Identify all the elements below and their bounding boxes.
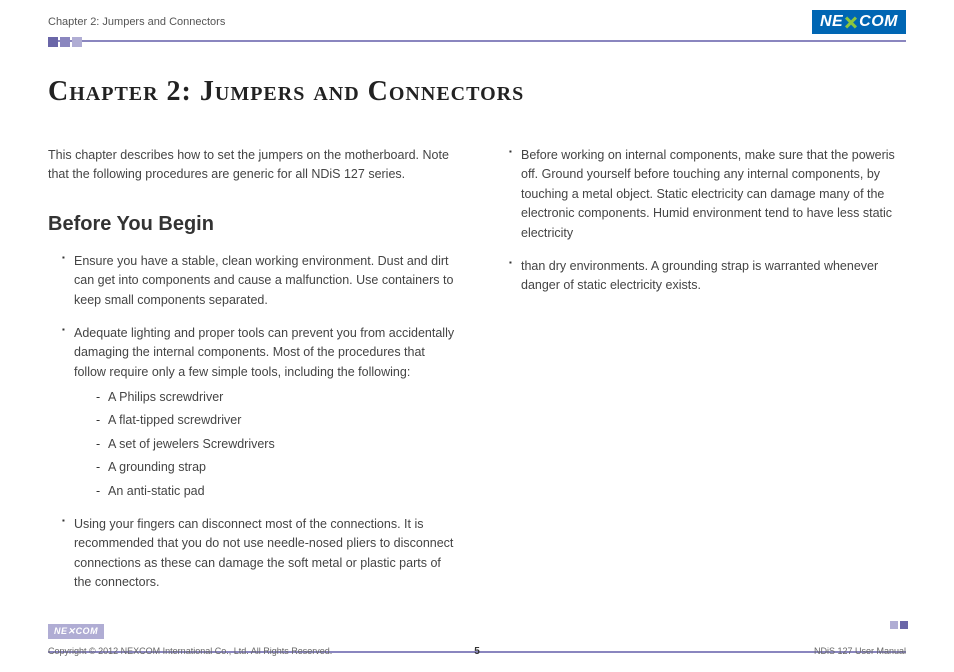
logo-box: NE COM xyxy=(812,10,906,34)
intro-paragraph: This chapter describes how to set the ju… xyxy=(48,146,459,185)
header-chapter-label: Chapter 2: Jumpers and Connectors xyxy=(48,16,225,28)
footer-logo-right: COM xyxy=(76,626,99,636)
footer-mark-2 xyxy=(900,621,908,629)
footer-logo: NE✕COM xyxy=(48,624,104,639)
footer-accent-marks xyxy=(890,621,908,629)
right-column: Before working on internal components, m… xyxy=(495,146,906,606)
logo-x-icon xyxy=(844,15,858,29)
manual-name: NDiS 127 User Manual xyxy=(814,646,906,656)
square-3 xyxy=(72,37,82,47)
section-title: Before You Begin xyxy=(48,209,459,240)
bullet-item: Using your fingers can disconnect most o… xyxy=(62,515,459,593)
left-column: This chapter describes how to set the ju… xyxy=(48,146,459,606)
dash-item: A Philips screwdriver xyxy=(96,388,459,407)
dash-item: An anti-static pad xyxy=(96,482,459,501)
bullet-item: Ensure you have a stable, clean working … xyxy=(62,252,459,310)
page-content: Chapter 2: Jumpers and Connectors This c… xyxy=(0,48,954,606)
page-footer: NE✕COM Copyright © 2012 NEXCOM Internati… xyxy=(48,633,906,656)
bullet-item: Before working on internal components, m… xyxy=(509,146,906,243)
dash-item: A set of jewelers Screwdrivers xyxy=(96,435,459,454)
copyright-text: Copyright © 2012 NEXCOM International Co… xyxy=(48,646,332,656)
bullet-item: than dry environments. A grounding strap… xyxy=(509,257,906,296)
dash-item: A grounding strap xyxy=(96,458,459,477)
square-2 xyxy=(60,37,70,47)
accent-squares xyxy=(48,37,954,47)
bullet-lead: Adequate lighting and proper tools can p… xyxy=(74,326,454,379)
nexcom-logo: NE COM xyxy=(812,10,906,34)
page-number: 5 xyxy=(474,646,480,657)
page-header: Chapter 2: Jumpers and Connectors NE COM xyxy=(0,0,954,40)
footer-mark-1 xyxy=(890,621,898,629)
right-bullet-list: Before working on internal components, m… xyxy=(495,146,906,296)
left-bullet-list: Ensure you have a stable, clean working … xyxy=(48,252,459,593)
footer-line: Copyright © 2012 NEXCOM International Co… xyxy=(48,646,906,656)
bullet-item: Adequate lighting and proper tools can p… xyxy=(62,324,459,501)
logo-text-left: NE xyxy=(820,13,843,31)
footer-x-icon: ✕ xyxy=(68,626,76,636)
footer-logo-left: NE xyxy=(54,626,68,636)
dash-item: A flat-tipped screwdriver xyxy=(96,411,459,430)
two-column-layout: This chapter describes how to set the ju… xyxy=(48,146,906,606)
logo-text-right: COM xyxy=(859,13,898,31)
tool-list: A Philips screwdriver A flat-tipped scre… xyxy=(74,388,459,501)
chapter-title: Chapter 2: Jumpers and Connectors xyxy=(48,76,906,108)
square-1 xyxy=(48,37,58,47)
